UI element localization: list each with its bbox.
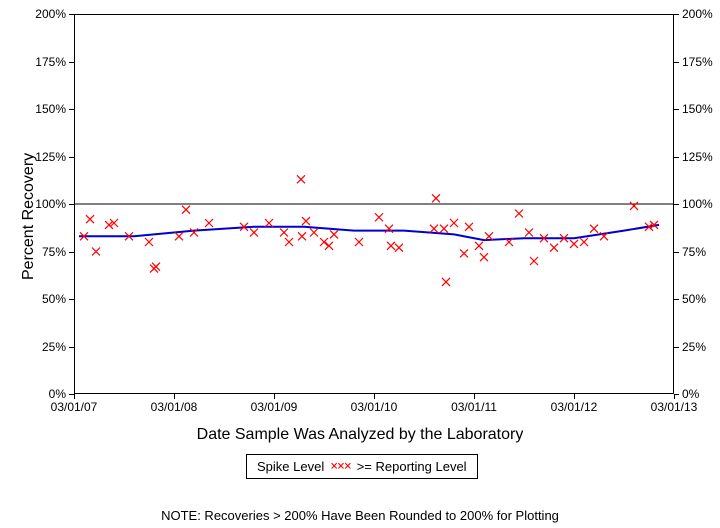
- y-tick-label: 125%: [35, 150, 66, 164]
- x-tick-mark: [274, 394, 275, 399]
- x-tick-label: 03/01/12: [546, 400, 602, 414]
- y-tick-mark: [674, 204, 679, 205]
- y-tick-mark: [674, 347, 679, 348]
- y-tick-label-right: 175%: [682, 55, 713, 69]
- y-tick-label: 25%: [42, 340, 66, 354]
- x-axis-label: Date Sample Was Analyzed by the Laborato…: [0, 426, 720, 444]
- x-tick-label: 03/01/13: [646, 400, 702, 414]
- x-tick-mark: [174, 394, 175, 399]
- chart-container: Percent Recovery Date Sample Was Analyze…: [0, 0, 720, 528]
- x-tick-label: 03/01/11: [446, 400, 502, 414]
- y-tick-label-right: 50%: [682, 292, 706, 306]
- y-tick-mark: [69, 109, 74, 110]
- x-tick-label: 03/01/08: [146, 400, 202, 414]
- y-tick-mark: [674, 62, 679, 63]
- y-tick-label: 150%: [35, 102, 66, 116]
- x-tick-mark: [474, 394, 475, 399]
- chart-footnote: NOTE: Recoveries > 200% Have Been Rounde…: [0, 508, 720, 523]
- y-tick-label: 200%: [35, 7, 66, 21]
- y-tick-label-right: 75%: [682, 245, 706, 259]
- y-tick-label: 0%: [49, 387, 66, 401]
- y-tick-mark: [674, 299, 679, 300]
- x-tick-label: 03/01/09: [246, 400, 302, 414]
- y-tick-label-right: 100%: [682, 197, 713, 211]
- y-tick-label: 50%: [42, 292, 66, 306]
- legend: Spike Level ××× >= Reporting Level: [246, 454, 478, 479]
- y-tick-label-right: 0%: [682, 387, 699, 401]
- y-tick-label-right: 150%: [682, 102, 713, 116]
- y-tick-label: 100%: [35, 197, 66, 211]
- y-tick-mark: [674, 157, 679, 158]
- y-tick-label-right: 125%: [682, 150, 713, 164]
- y-tick-mark: [69, 347, 74, 348]
- y-tick-mark: [674, 109, 679, 110]
- x-tick-label: 03/01/10: [346, 400, 402, 414]
- y-tick-label-right: 25%: [682, 340, 706, 354]
- x-tick-mark: [74, 394, 75, 399]
- y-tick-mark: [69, 14, 74, 15]
- y-axis-label: Percent Recovery: [20, 153, 38, 280]
- x-tick-mark: [374, 394, 375, 399]
- y-tick-mark: [674, 14, 679, 15]
- plot-area: [74, 14, 674, 394]
- x-tick-mark: [574, 394, 575, 399]
- legend-reporting-level-label: >= Reporting Level: [357, 459, 467, 474]
- y-tick-label: 175%: [35, 55, 66, 69]
- y-tick-mark: [69, 62, 74, 63]
- x-tick-label: 03/01/07: [46, 400, 102, 414]
- y-tick-mark: [674, 252, 679, 253]
- legend-marker-icon: ×××: [330, 459, 350, 474]
- y-tick-mark: [69, 252, 74, 253]
- y-tick-mark: [69, 204, 74, 205]
- y-tick-mark: [69, 157, 74, 158]
- x-tick-mark: [674, 394, 675, 399]
- y-tick-mark: [69, 299, 74, 300]
- legend-spike-level-label: Spike Level: [257, 459, 324, 474]
- y-tick-label-right: 200%: [682, 7, 713, 21]
- y-tick-label: 75%: [42, 245, 66, 259]
